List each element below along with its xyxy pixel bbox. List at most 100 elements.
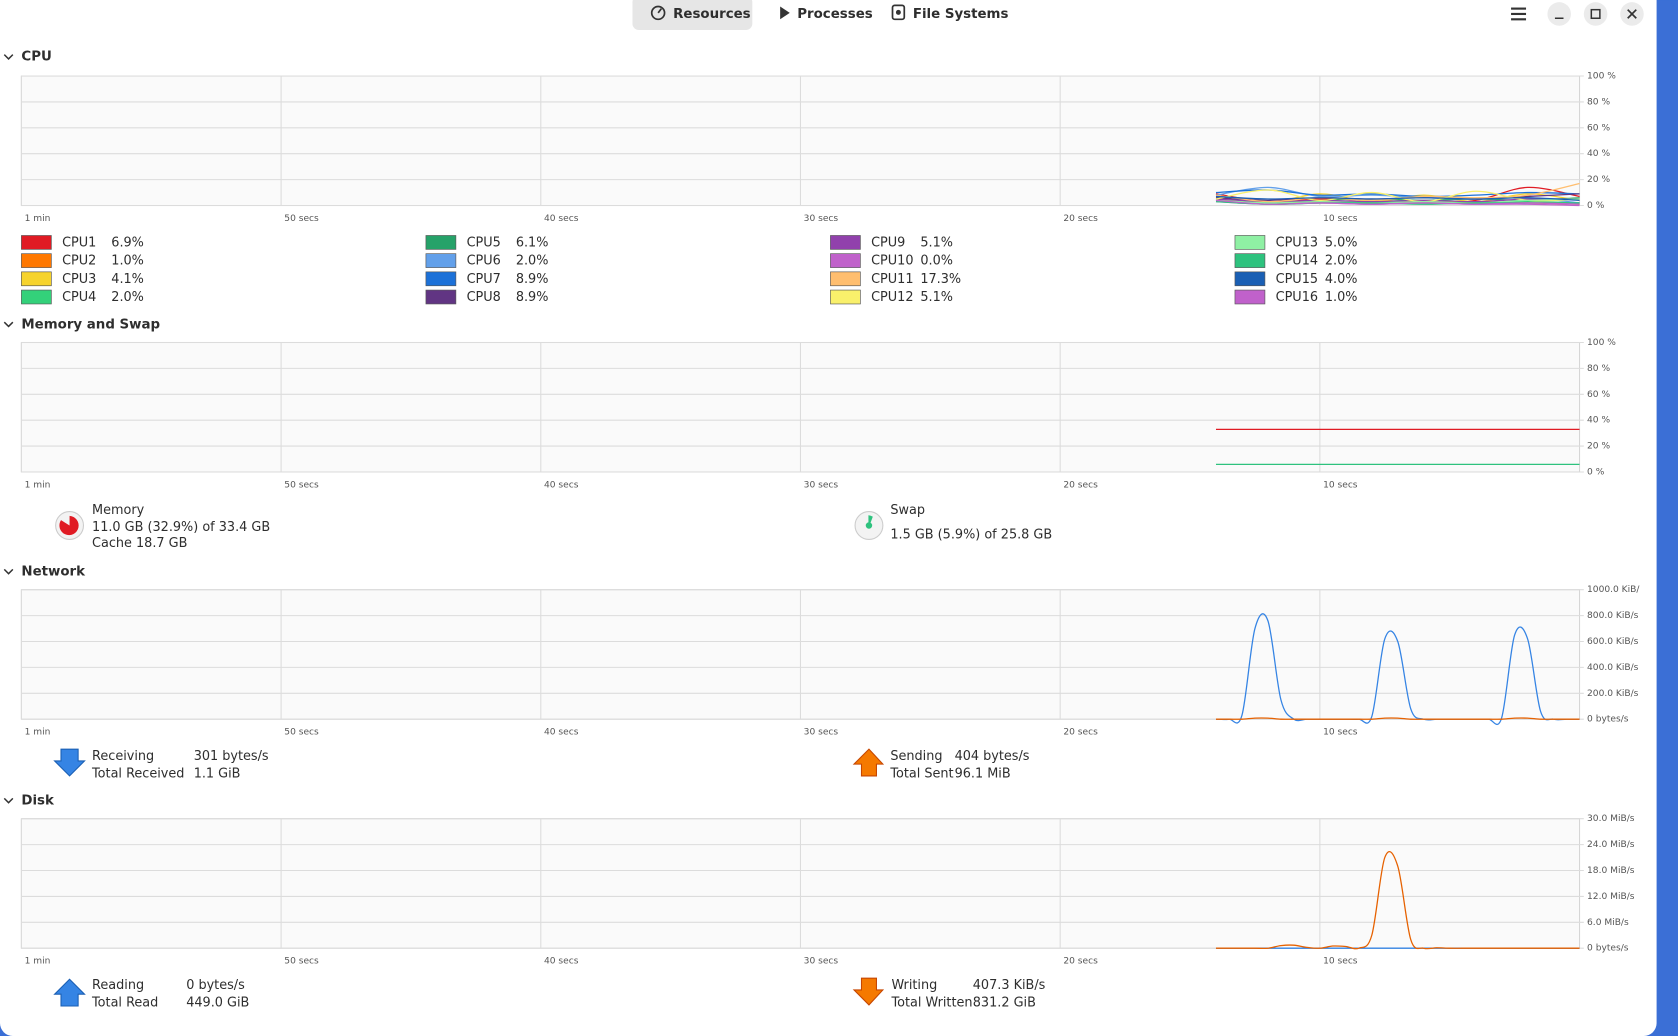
y-tick-label: 20 % xyxy=(1587,442,1610,452)
legend-value: 8.9% xyxy=(516,272,549,287)
x-tick-label: 50 secs xyxy=(284,480,319,490)
tab-icon xyxy=(891,4,906,21)
y-tick-label: 12.0 MiB/s xyxy=(1587,892,1635,902)
info-total: 96.1 MiB xyxy=(955,766,1011,781)
tab-icon xyxy=(895,9,901,15)
legend-swatch[interactable] xyxy=(21,235,52,250)
y-tick-label: 30.0 MiB/s xyxy=(1587,814,1635,824)
legend-swatch[interactable] xyxy=(425,235,457,250)
swap-icon xyxy=(865,522,873,529)
collapse-chevron[interactable] xyxy=(3,568,14,575)
x-tick-label: 1 min xyxy=(25,214,51,224)
legend-swatch[interactable] xyxy=(1234,235,1266,250)
write-icon xyxy=(852,977,885,1006)
y-tick-label: 80 % xyxy=(1587,364,1610,374)
legend-value: 5.0% xyxy=(1325,235,1358,250)
tab[interactable]: Resources xyxy=(673,7,751,22)
legend-name: CPU4 xyxy=(62,290,96,305)
legend-name: CPU12 xyxy=(871,290,913,305)
x-tick-label: 50 secs xyxy=(284,728,319,738)
legend-value: 5.1% xyxy=(920,290,953,305)
legend-swatch[interactable] xyxy=(425,253,457,268)
y-tick-label: 0 % xyxy=(1587,201,1605,211)
info-rate: 407.3 KiB/s xyxy=(973,978,1046,993)
legend-swatch[interactable] xyxy=(1234,289,1266,305)
legend-swatch[interactable] xyxy=(830,253,861,268)
legend-swatch[interactable] xyxy=(830,289,861,305)
info-title: Memory xyxy=(92,503,145,518)
x-tick-label: 10 secs xyxy=(1323,214,1358,224)
x-tick-label: 40 secs xyxy=(544,214,579,224)
x-tick-label: 20 secs xyxy=(1063,480,1098,490)
y-tick-label: 100 % xyxy=(1587,338,1616,348)
legend-value: 17.3% xyxy=(920,272,961,287)
y-tick-label: 60 % xyxy=(1587,123,1610,133)
legend-value: 6.9% xyxy=(111,235,144,250)
legend-name: CPU9 xyxy=(871,235,905,250)
y-tick-label: 0 % xyxy=(1587,467,1605,477)
x-tick-label: 10 secs xyxy=(1323,480,1358,490)
legend-name: CPU16 xyxy=(1276,290,1318,305)
minimize-button[interactable] xyxy=(1547,2,1571,26)
legend-swatch[interactable] xyxy=(1234,271,1266,287)
y-tick-label: 80 % xyxy=(1587,97,1610,107)
legend-name: CPU3 xyxy=(62,272,96,287)
info-total-label: Total Read xyxy=(91,995,158,1010)
x-tick-label: 10 secs xyxy=(1323,728,1358,738)
section-title: Network xyxy=(21,565,86,580)
series-line xyxy=(1215,195,1580,201)
x-tick-label: 20 secs xyxy=(1063,957,1098,967)
info-line: Cache 18.7 GB xyxy=(92,536,187,551)
legend-value: 4.0% xyxy=(1325,272,1358,287)
section-title: Disk xyxy=(21,794,55,809)
collapse-chevron[interactable] xyxy=(3,797,14,804)
tab[interactable]: Processes xyxy=(797,7,873,22)
legend-swatch[interactable] xyxy=(830,235,861,250)
info-title: Reading xyxy=(92,978,144,993)
legend-swatch[interactable] xyxy=(425,271,457,287)
info-total-label: Total Written xyxy=(890,995,972,1010)
y-tick-label: 600.0 KiB/s xyxy=(1587,637,1639,647)
info-total-label: Total Sent xyxy=(889,766,953,781)
legend-swatch[interactable] xyxy=(21,289,52,305)
series-line xyxy=(1215,199,1580,205)
info-rate: 404 bytes/s xyxy=(955,749,1030,764)
y-tick-label: 6.0 MiB/s xyxy=(1587,918,1629,928)
x-tick-label: 30 secs xyxy=(804,480,839,490)
info-total: 449.0 GiB xyxy=(186,995,249,1010)
menu-button[interactable] xyxy=(1511,7,1527,21)
legend-swatch[interactable] xyxy=(830,271,861,287)
legend-name: CPU15 xyxy=(1276,272,1318,287)
legend-value: 1.0% xyxy=(1325,290,1358,305)
x-tick-label: 40 secs xyxy=(544,728,579,738)
y-tick-label: 40 % xyxy=(1587,149,1610,159)
info-rate: 301 bytes/s xyxy=(194,749,269,764)
tab-icon xyxy=(657,8,663,14)
legend-value: 2.0% xyxy=(516,254,549,269)
legend-value: 1.0% xyxy=(111,254,144,269)
maximize-button[interactable] xyxy=(1583,2,1608,26)
collapse-chevron[interactable] xyxy=(3,54,14,60)
x-tick-label: 1 min xyxy=(25,728,51,738)
legend-name: CPU7 xyxy=(467,272,501,287)
series-line xyxy=(1215,850,1580,950)
legend-name: CPU14 xyxy=(1276,254,1318,269)
legend-swatch[interactable] xyxy=(1234,253,1266,268)
tab[interactable]: File Systems xyxy=(913,7,1009,22)
x-tick-label: 50 secs xyxy=(284,957,319,967)
section-title: CPU xyxy=(21,50,51,65)
section-title: Memory and Swap xyxy=(21,317,160,332)
info-rate: 0 bytes/s xyxy=(186,978,245,993)
memory-icon xyxy=(59,515,79,536)
y-tick-label: 60 % xyxy=(1587,390,1610,400)
info-total: 831.2 GiB xyxy=(973,995,1036,1010)
info-total-label: Total Received xyxy=(91,766,184,781)
y-tick-label: 800.0 KiB/s xyxy=(1587,611,1639,621)
collapse-chevron[interactable] xyxy=(3,321,14,328)
legend-swatch[interactable] xyxy=(425,289,457,305)
legend-swatch[interactable] xyxy=(21,253,52,268)
info-line: 1.5 GB (5.9%) of 25.8 GB xyxy=(890,528,1052,543)
legend-name: CPU6 xyxy=(467,254,501,269)
legend-swatch[interactable] xyxy=(21,271,52,287)
